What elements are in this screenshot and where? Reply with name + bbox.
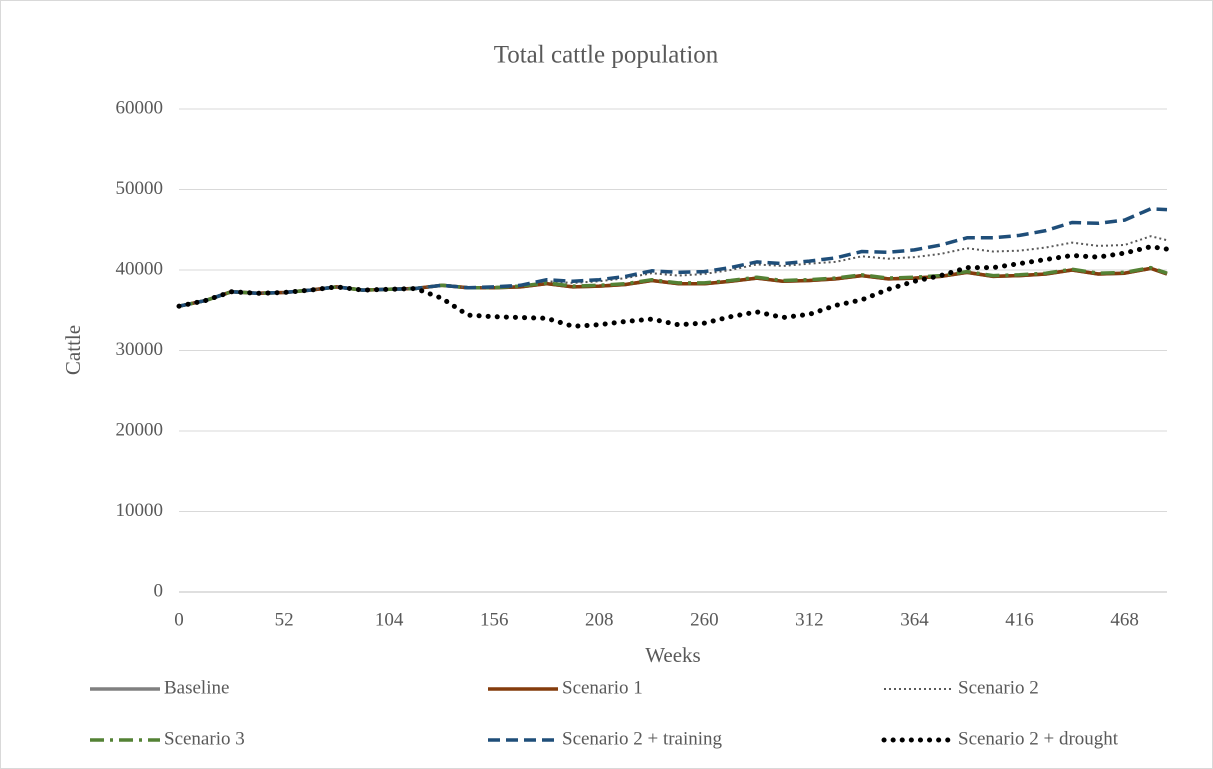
- x-tick-label: 52: [275, 609, 294, 630]
- x-tick-label: 260: [690, 609, 719, 630]
- series-line: [176, 244, 1170, 329]
- y-tick-label: 40000: [116, 258, 164, 279]
- legend-label: Scenario 2 + training: [562, 728, 723, 749]
- x-tick-label: 156: [480, 609, 509, 630]
- x-tick-label: 312: [795, 609, 824, 630]
- y-tick-label: 10000: [116, 500, 164, 521]
- x-tick-label: 468: [1110, 609, 1139, 630]
- legend-label: Scenario 1: [562, 677, 643, 698]
- series-line: [178, 265, 1168, 308]
- x-tick-label: 104: [375, 609, 404, 630]
- legend-label: Scenario 2: [958, 677, 1039, 698]
- chart-title: Total cattle population: [494, 42, 719, 69]
- series-line: [178, 207, 1168, 308]
- y-tick-label: 50000: [116, 178, 164, 199]
- y-tick-label: 0: [154, 580, 164, 601]
- legend-label: Scenario 2 + drought: [958, 728, 1119, 749]
- x-tick-label: 416: [1005, 609, 1034, 630]
- y-tick-label: 60000: [116, 97, 164, 118]
- legend-label: Scenario 3: [164, 728, 245, 749]
- y-tick-label: 30000: [116, 339, 164, 360]
- x-tick-label: 208: [585, 609, 614, 630]
- x-tick-label: 0: [174, 609, 184, 630]
- legend-label: Baseline: [164, 677, 229, 698]
- x-tick-label: 364: [900, 609, 929, 630]
- y-axis-label: Cattle: [61, 325, 85, 375]
- x-axis-label: Weeks: [645, 643, 700, 667]
- y-tick-label: 20000: [116, 419, 164, 440]
